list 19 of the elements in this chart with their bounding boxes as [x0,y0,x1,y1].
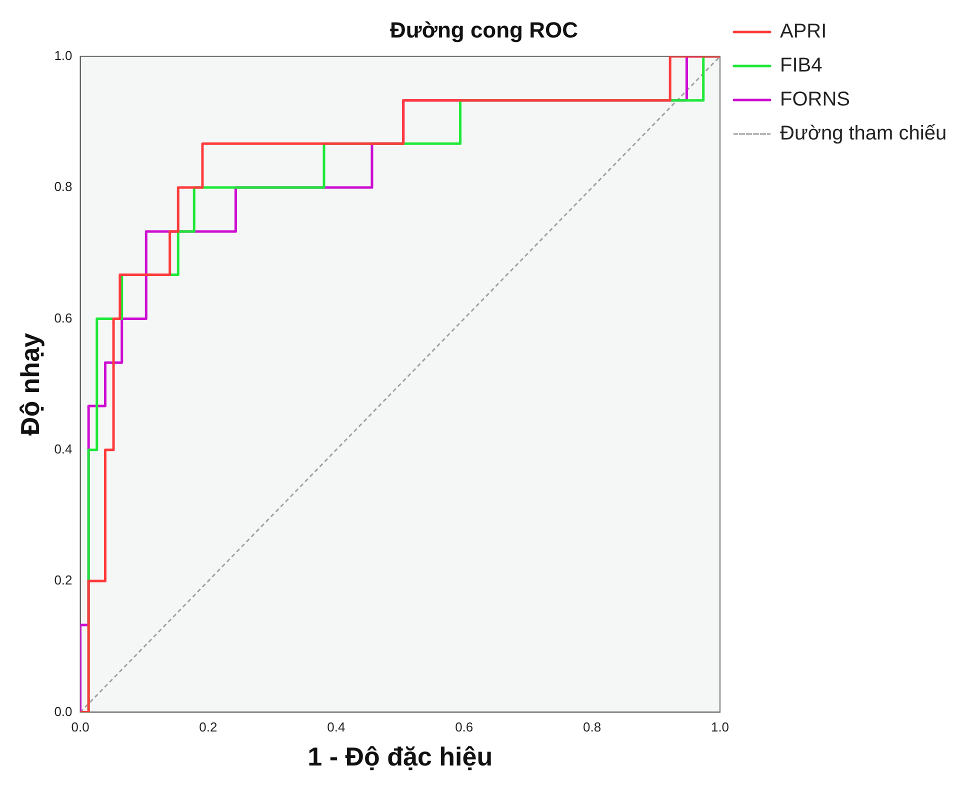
y-tick-label: 1.0 [54,48,72,63]
y-tick-label: 0.2 [54,572,72,588]
legend-label: FORNS [780,88,850,111]
legend-label: APRI [780,20,827,43]
chart-title: Đường cong ROC [390,17,578,42]
x-tick-label: 1.0 [710,720,730,735]
x-tick-label: 0.4 [327,720,346,735]
legend-label: Đường tham chiếu [780,122,947,145]
y-tick-label: 0.0 [54,704,72,719]
x-tick-label: 0.0 [71,720,90,735]
x-tick-label: 0.2 [199,720,218,735]
y-axis-title: Độ nhạy [14,332,45,436]
x-tick-label: 0.8 [583,720,602,735]
x-tick-label: 0.6 [455,720,474,735]
x-axis-title: 1 - Độ đặc hiệu [308,742,493,772]
y-tick-label: 0.8 [54,179,72,194]
legend-label: FIB4 [780,54,822,77]
y-tick-label: 0.6 [54,310,72,326]
y-tick-label: 0.4 [54,441,72,456]
